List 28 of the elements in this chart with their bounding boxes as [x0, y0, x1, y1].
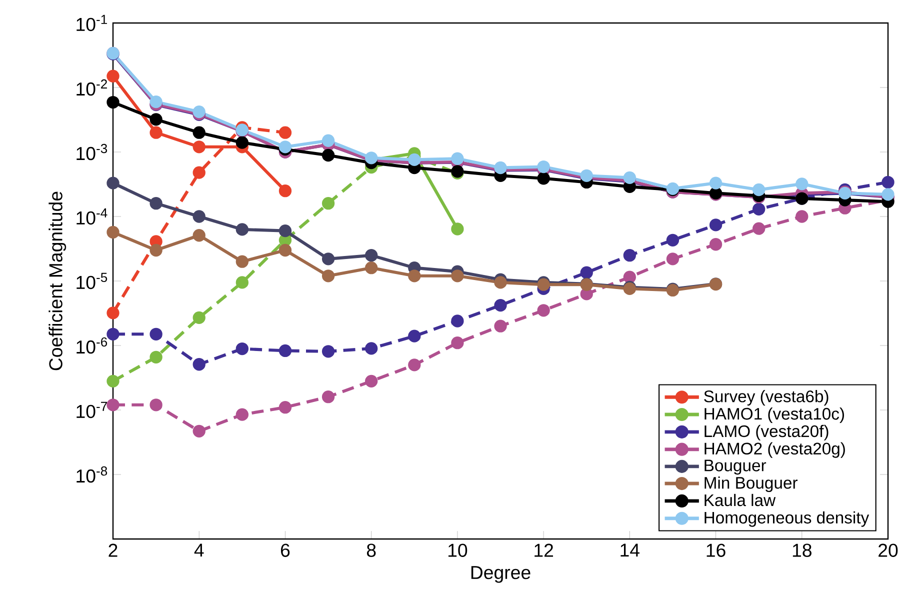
legend-label: Homogeneous density [704, 511, 870, 527]
y-tick-label: 10$^{-7}$ [76, 402, 107, 418]
x-tick-label: 12 [534, 544, 554, 557]
y-tick-label: 10$^{-5}$ [76, 272, 108, 290]
y-tick-label: 10$^{-8}$ [76, 466, 108, 483]
legend-label: Survey (vesta6b) [704, 390, 828, 406]
y-tick-label: 10$^{-6}$ [76, 337, 108, 354]
x-tick-label: 6 [280, 544, 290, 557]
x-tick-label: 8 [366, 544, 376, 557]
x-tick-label: 4 [194, 544, 204, 557]
y-tick-label: 10$^{-3}$ [76, 144, 108, 160]
legend-label: HAMO2 (vesta20g) [704, 442, 845, 458]
y-tick-label: 10$^{-2}$ [76, 79, 107, 96]
legend-label: Bouguer [704, 460, 766, 475]
y-tick-label: 10$^{-4}$ [76, 208, 108, 225]
y-tick-label: 10$^{-1}$ [76, 14, 107, 32]
legend-label: LAMO (vesta20f) [704, 424, 828, 440]
x-tick-label: 2 [108, 544, 118, 557]
legend-label: HAMO1 (vesta10c) [704, 407, 844, 423]
legend-label: Kaula law [704, 494, 776, 506]
x-tick-label: 16 [706, 544, 726, 557]
x-tick-label: 10 [448, 544, 468, 557]
x-axis-title: Degree [471, 566, 530, 583]
x-tick-label: 18 [792, 544, 812, 557]
x-tick-label: 20 [878, 544, 898, 557]
x-tick-label: 14 [620, 544, 640, 557]
legend-label: Min Bouguer [704, 476, 798, 492]
y-axis-title: Coefficient Magnitude [48, 192, 66, 370]
